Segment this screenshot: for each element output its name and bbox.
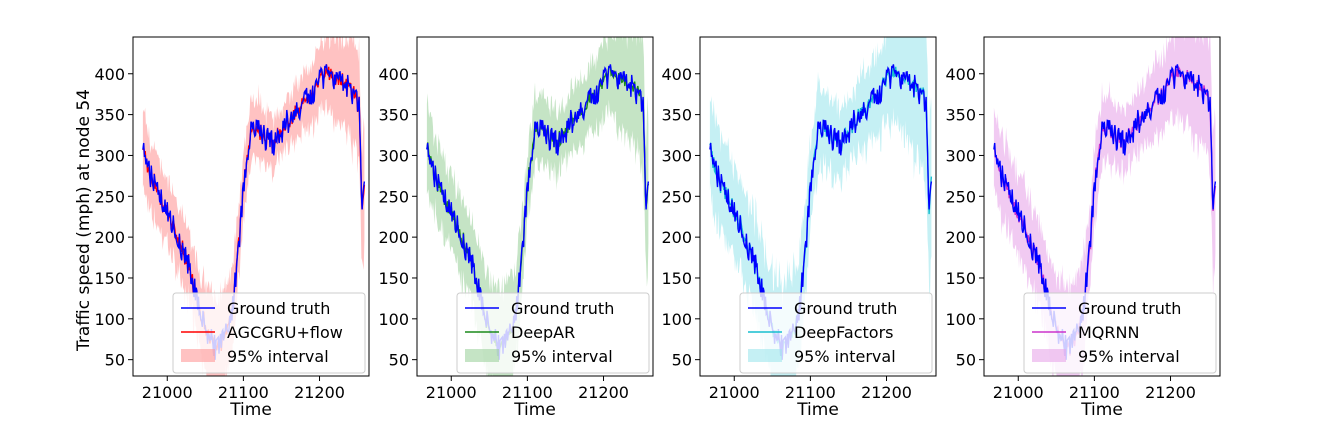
legend-label: DeepFactors	[794, 323, 893, 342]
legend-label: 95% interval	[1078, 347, 1180, 366]
plot-area	[993, 37, 1217, 376]
y-tick-label: 200	[378, 228, 409, 247]
legend-swatch	[465, 349, 499, 362]
y-axis-label: Traffic speed (mph) at node 54	[74, 89, 94, 352]
x-tick-label: 21100	[502, 383, 553, 402]
y-tick-label: 100	[94, 310, 125, 329]
panel-0: 50 100 150 200 250 300 350 400 21000 21100 21200 Ti…	[94, 36, 370, 420]
legend-box	[456, 292, 650, 374]
x-axis-label: Time	[513, 400, 556, 420]
x-tick-label: 21000	[993, 383, 1044, 402]
y-tick-label: 50	[956, 351, 976, 370]
legend-box	[739, 292, 933, 374]
ground-truth-line	[426, 64, 650, 360]
ground-truth-line	[142, 64, 366, 360]
interval-band	[142, 37, 365, 376]
y-tick-label: 300	[94, 146, 125, 165]
panels: 50 100 150 200 250 300 350 400 21000 21100 21200 Ti…	[94, 36, 1221, 420]
y-tick-label: 50	[672, 351, 692, 370]
y-tick-label: 300	[945, 146, 976, 165]
x-tick-label: 21000	[426, 383, 477, 402]
y-tick-label: 400	[661, 65, 692, 84]
legend-label: 95% interval	[511, 347, 613, 366]
legend-label: Ground truth	[227, 299, 330, 318]
ground-truth-line	[993, 64, 1217, 360]
y-tick-label: 350	[945, 106, 976, 125]
plot-area	[142, 37, 366, 376]
x-tick-label: 21100	[785, 383, 836, 402]
ground-truth-line	[709, 64, 933, 360]
legend-label: 95% interval	[794, 347, 896, 366]
y-tick-label: 300	[661, 146, 692, 165]
x-tick-label: 21100	[1069, 383, 1120, 402]
y-tick-label: 400	[945, 65, 976, 84]
x-tick-label: 21200	[861, 383, 912, 402]
legend-label: Ground truth	[794, 299, 897, 318]
y-tick-label: 400	[378, 65, 409, 84]
legend: Ground truth DeepFactors 95% interval	[739, 292, 933, 374]
plot-area	[426, 37, 650, 376]
legend-label: AGCGRU+flow	[227, 323, 343, 342]
y-tick-label: 150	[94, 269, 125, 288]
x-axis-label: Time	[796, 400, 839, 420]
interval-band	[709, 37, 932, 376]
plot-area	[709, 37, 933, 376]
y-tick-label: 300	[378, 146, 409, 165]
y-tick-label: 150	[378, 269, 409, 288]
legend-label: DeepAR	[511, 323, 575, 342]
y-tick-label: 50	[105, 351, 125, 370]
y-tick-label: 100	[661, 310, 692, 329]
axes-frame	[983, 36, 1221, 377]
y-tick-label: 150	[945, 269, 976, 288]
legend: Ground truth DeepAR 95% interval	[456, 292, 650, 374]
y-tick-label: 350	[661, 106, 692, 125]
y-tick-label: 200	[661, 228, 692, 247]
x-tick-label: 21000	[142, 383, 193, 402]
axes-frame	[699, 36, 937, 377]
legend-swatch	[181, 349, 215, 362]
interval-band	[426, 37, 649, 376]
legend-swatch	[748, 349, 782, 362]
y-tick-label: 200	[94, 228, 125, 247]
y-tick-label: 50	[389, 351, 409, 370]
y-tick-label: 250	[661, 187, 692, 206]
legend: Ground truth MQRNN 95% interval	[1023, 292, 1217, 374]
legend: Ground truth AGCGRU+flow 95% interval	[172, 292, 366, 374]
interval-band	[993, 37, 1216, 376]
panel-3: 50 100 150 200 250 300 350 400 21000 21100 21200 Ti…	[945, 36, 1221, 420]
legend-label: 95% interval	[227, 347, 329, 366]
legend-label: Ground truth	[511, 299, 614, 318]
panel-2: 50 100 150 200 250 300 350 400 21000 21100 21200 Ti…	[661, 36, 937, 420]
y-tick-label: 400	[94, 65, 125, 84]
axes-frame	[416, 36, 654, 377]
x-axis-label: Time	[1080, 400, 1123, 420]
x-axis-label: Time	[229, 400, 272, 420]
y-tick-label: 100	[945, 310, 976, 329]
y-tick-label: 250	[378, 187, 409, 206]
panel-1: 50 100 150 200 250 300 350 400 21000 21100 21200 Ti…	[378, 36, 654, 420]
x-tick-label: 21100	[218, 383, 269, 402]
y-tick-label: 350	[94, 106, 125, 125]
x-tick-label: 21200	[578, 383, 629, 402]
axes-frame	[132, 36, 370, 377]
legend-box	[172, 292, 366, 374]
y-tick-label: 200	[945, 228, 976, 247]
y-tick-label: 250	[945, 187, 976, 206]
y-tick-label: 100	[378, 310, 409, 329]
y-tick-label: 350	[378, 106, 409, 125]
legend-box	[1023, 292, 1217, 374]
x-tick-label: 21200	[294, 383, 345, 402]
legend-label: MQRNN	[1078, 323, 1139, 342]
legend-label: Ground truth	[1078, 299, 1181, 318]
legend-swatch	[1032, 349, 1066, 362]
y-tick-label: 150	[661, 269, 692, 288]
x-tick-label: 21000	[709, 383, 760, 402]
x-tick-label: 21200	[1145, 383, 1196, 402]
y-tick-label: 250	[94, 187, 125, 206]
